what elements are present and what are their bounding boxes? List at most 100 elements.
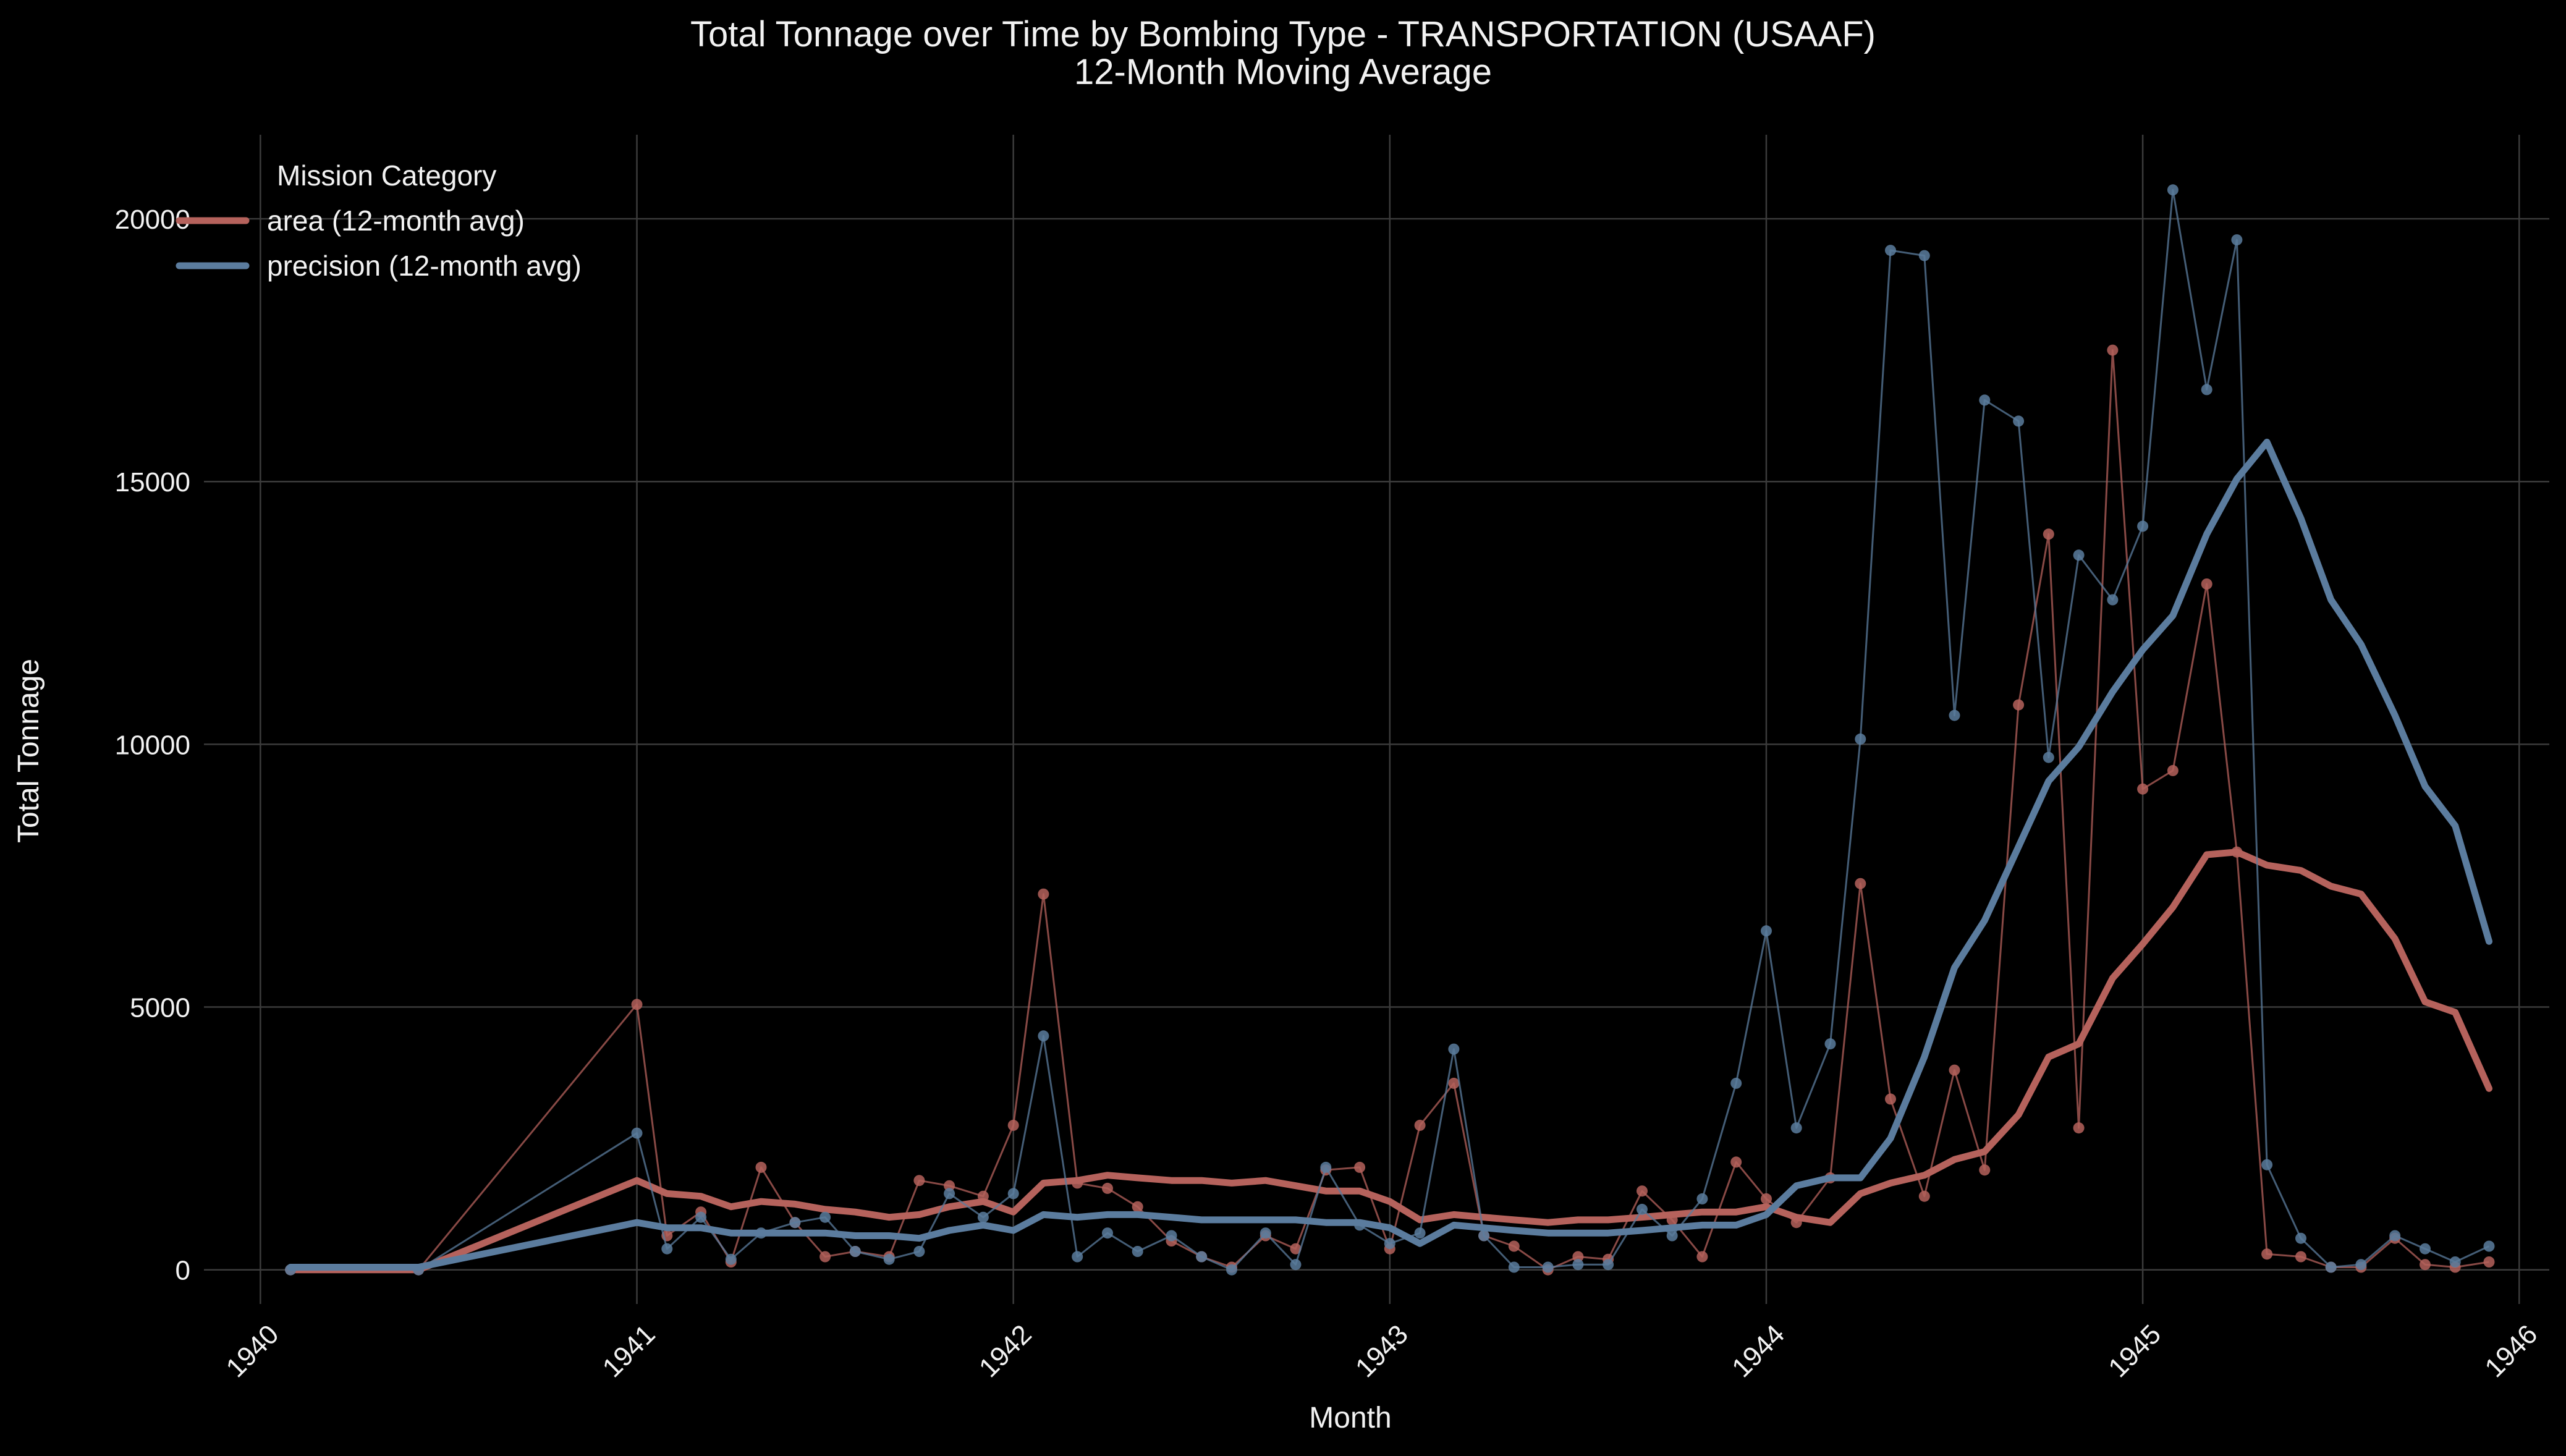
area-raw-point xyxy=(631,999,643,1010)
precision-raw-point xyxy=(819,1211,831,1223)
precision-raw-point xyxy=(1196,1251,1208,1263)
area-raw-point xyxy=(2137,783,2149,795)
precision-raw-point xyxy=(2201,384,2212,396)
area-raw-point xyxy=(2043,528,2054,540)
area-raw-point xyxy=(944,1180,955,1191)
precision-raw-point xyxy=(2137,520,2149,532)
chart-title: Total Tonnage over Time by Bombing Type … xyxy=(690,14,1876,54)
precision-raw-point xyxy=(2043,751,2054,763)
precision-raw-point xyxy=(1696,1193,1708,1204)
precision-raw-point xyxy=(1918,250,1930,261)
precision-raw-point xyxy=(789,1217,801,1229)
area-raw-point xyxy=(1918,1190,1930,1202)
precision-raw-point xyxy=(1320,1161,1332,1173)
area-raw-point xyxy=(2295,1251,2306,1263)
area-raw-point xyxy=(2420,1259,2431,1271)
y-tick-label-5000: 5000 xyxy=(130,993,190,1023)
precision-raw-point xyxy=(1730,1077,1742,1089)
y-tick-label-0: 0 xyxy=(176,1256,190,1286)
area-raw-point xyxy=(1508,1240,1520,1252)
precision-raw-point xyxy=(1824,1038,1836,1050)
precision-raw-point xyxy=(2013,415,2025,427)
precision-raw-point xyxy=(1949,709,1960,721)
area-raw-point xyxy=(1102,1182,1113,1194)
precision-moving-average-line xyxy=(287,438,2492,1271)
legend-label-area: area (12-month avg) xyxy=(267,205,525,237)
precision-raw-point xyxy=(2295,1232,2306,1244)
precision-raw-point xyxy=(2449,1256,2461,1268)
precision-raw-point xyxy=(2261,1159,2273,1170)
precision-raw-point xyxy=(1226,1264,1237,1276)
precision-raw-point xyxy=(883,1253,895,1265)
precision-raw-point xyxy=(2231,234,2243,246)
area-raw-point xyxy=(1572,1251,1584,1263)
precision-raw-point xyxy=(1038,1030,1049,1042)
plot-series xyxy=(285,184,2495,1276)
precision-raw-point xyxy=(1637,1203,1648,1215)
precision-raw-point xyxy=(2107,594,2119,606)
area-raw-point xyxy=(1290,1243,1302,1255)
precision-raw-point xyxy=(2483,1240,2495,1252)
precision-raw-point xyxy=(1761,925,1772,937)
grid-lines xyxy=(204,135,2549,1304)
precision-raw-point xyxy=(2073,549,2085,561)
area-raw-point xyxy=(1949,1064,1960,1076)
precision-raw-point xyxy=(1072,1251,1083,1263)
precision-raw-point xyxy=(661,1243,673,1255)
precision-raw-point xyxy=(1132,1246,1143,1257)
precision-raw-point xyxy=(1260,1227,1271,1239)
legend: Mission Category area (12-month avg) pre… xyxy=(176,159,582,282)
legend-label-precision: precision (12-month avg) xyxy=(267,250,582,282)
area-raw-point xyxy=(1761,1193,1772,1204)
area-raw-point xyxy=(2167,764,2179,776)
precision-raw-point xyxy=(695,1211,707,1223)
precision-raw-point xyxy=(631,1127,643,1139)
area-raw-point xyxy=(2013,699,2025,711)
precision-raw-point xyxy=(944,1188,955,1200)
area-raw-point xyxy=(1979,1164,1991,1176)
area-raw-point xyxy=(1448,1077,1460,1089)
precision-raw-point xyxy=(1542,1261,1554,1273)
area-raw-point xyxy=(2073,1122,2085,1134)
precision-raw-point xyxy=(1007,1188,1019,1200)
precision-raw-point xyxy=(1478,1230,1490,1242)
precision-raw-point xyxy=(1855,733,1866,745)
area-raw-point xyxy=(1855,878,1866,889)
precision-raw-point xyxy=(1384,1238,1395,1250)
area-raw-point xyxy=(1730,1156,1742,1168)
precision-raw-point xyxy=(2355,1259,2367,1271)
x-axis-label: Month xyxy=(1309,1402,1391,1434)
precision-raw-point xyxy=(1790,1122,1802,1134)
y-tick-label-10000: 10000 xyxy=(115,730,190,760)
precision-raw-point xyxy=(1166,1230,1177,1242)
area-moving-average-line xyxy=(287,849,2492,1274)
area-raw-point xyxy=(1637,1185,1648,1197)
area-raw-point xyxy=(2201,578,2212,590)
precision-raw-point xyxy=(1290,1259,1302,1271)
precision-raw-point xyxy=(849,1246,861,1257)
area-raw-point xyxy=(2107,344,2119,356)
area-raw-point xyxy=(819,1251,831,1263)
y-axis-label: Total Tonnage xyxy=(12,659,45,843)
area-raw-point xyxy=(1414,1119,1426,1131)
area-raw-point xyxy=(1696,1251,1708,1263)
area-raw-point xyxy=(1354,1161,1366,1173)
precision-raw-point xyxy=(1448,1043,1460,1055)
y-tick-label-15000: 15000 xyxy=(115,467,190,497)
precision-raw-point xyxy=(1603,1259,1614,1271)
precision-raw-point xyxy=(1572,1259,1584,1271)
precision-raw-point xyxy=(1102,1227,1113,1239)
precision-raw-point xyxy=(2325,1261,2337,1273)
precision-raw-point xyxy=(1414,1227,1426,1239)
precision-raw-point xyxy=(2420,1243,2431,1255)
area-raw-point xyxy=(1132,1201,1143,1213)
precision-raw-point xyxy=(2167,184,2179,196)
area-raw-point xyxy=(2261,1248,2273,1260)
precision-raw-point xyxy=(977,1211,989,1223)
precision-raw-point xyxy=(1885,245,1896,256)
precision-raw-point xyxy=(1508,1261,1520,1273)
chart-subtitle: 12-Month Moving Average xyxy=(1074,52,1492,92)
area-raw-point xyxy=(1885,1093,1896,1105)
